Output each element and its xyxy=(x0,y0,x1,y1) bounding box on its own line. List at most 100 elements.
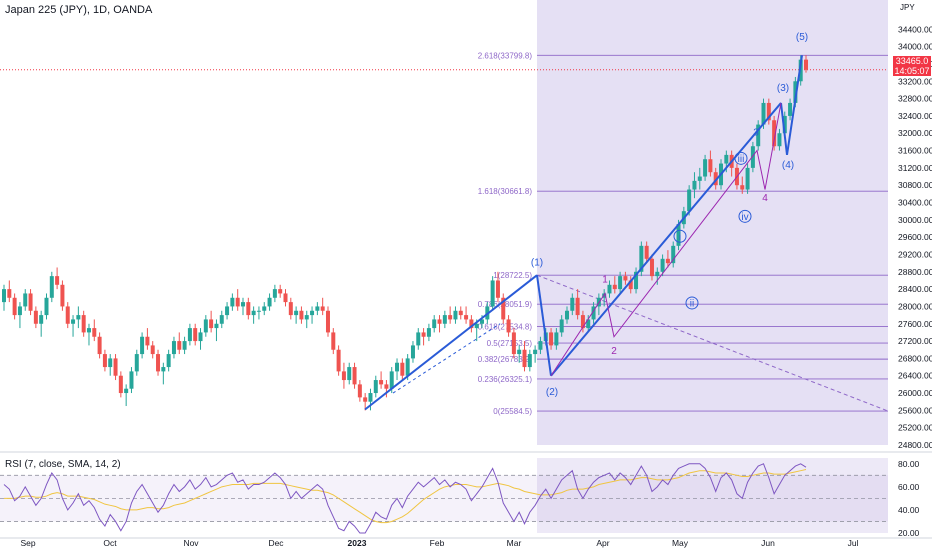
time-axis-label: May xyxy=(672,538,689,548)
candle-body xyxy=(129,371,134,389)
candle-body xyxy=(495,280,500,298)
candle-body xyxy=(203,319,208,333)
candle-body xyxy=(341,371,346,381)
price-axis-tick: 30000.00 xyxy=(898,215,932,225)
candle-body xyxy=(320,306,325,311)
candle-body xyxy=(665,258,670,264)
candle-body xyxy=(283,293,288,303)
candle-body xyxy=(793,81,798,103)
candle-body xyxy=(612,284,617,290)
price-axis-tick: 34000.00 xyxy=(898,42,932,52)
last-price-tag: 33465.0 14:05:07 xyxy=(893,56,931,76)
candle-body xyxy=(464,315,469,320)
fib-zone xyxy=(537,0,888,445)
candle-body xyxy=(166,354,171,368)
rsi-axis-tick: 60.00 xyxy=(898,482,920,492)
wave-label-circle xyxy=(738,209,752,223)
candle-body xyxy=(405,358,410,376)
candle-body xyxy=(278,289,283,294)
candle-body xyxy=(193,328,198,342)
candle-body xyxy=(76,315,81,320)
currency-label: JPY xyxy=(900,3,915,12)
candle-body xyxy=(12,297,17,316)
candle-body xyxy=(517,349,522,355)
wave-label: 3 xyxy=(753,127,759,138)
candle-body xyxy=(623,276,628,281)
candle-body xyxy=(761,102,766,125)
candle-body xyxy=(71,319,76,324)
candle-body xyxy=(703,159,708,177)
price-axis-tick: 25600.00 xyxy=(898,405,932,415)
candle-body xyxy=(7,289,12,298)
candle-body xyxy=(586,319,591,329)
candle-body xyxy=(256,310,261,312)
candle-body xyxy=(241,302,246,307)
candle-body xyxy=(713,172,718,186)
fib-level-label: 0.618(27534.8) xyxy=(478,323,533,332)
candle-body xyxy=(60,284,65,307)
price-axis-tick: 26400.00 xyxy=(898,371,932,381)
rsi-axis-tick: 40.00 xyxy=(898,505,920,515)
fib-level-label: 1.618(30661.8) xyxy=(478,187,533,196)
fib-level-label: 0(25584.5) xyxy=(493,407,532,416)
candle-body xyxy=(49,276,54,298)
wave-label: (2) xyxy=(546,387,558,398)
candle-body xyxy=(246,302,251,316)
price-axis-tick: 27600.00 xyxy=(898,319,932,329)
candle-body xyxy=(363,397,368,402)
candle-body xyxy=(97,336,102,355)
wave-label-circle xyxy=(673,229,687,243)
time-axis-label: Sep xyxy=(20,538,35,548)
candle-body xyxy=(804,59,808,70)
price-axis-tick: 27200.00 xyxy=(898,336,932,346)
candle-body xyxy=(33,310,38,324)
wave-line-1 xyxy=(364,274,538,411)
candle-body xyxy=(575,297,580,316)
candle-body xyxy=(697,176,702,181)
candle-body xyxy=(102,354,107,368)
candle-body xyxy=(421,332,426,337)
candle-body xyxy=(288,302,293,316)
candle-body xyxy=(156,354,161,372)
candle-body xyxy=(150,345,155,355)
wave-label: (3) xyxy=(777,83,789,94)
price-axis-tick: 29600.00 xyxy=(898,232,932,242)
wave-label: i xyxy=(679,232,681,243)
candle-body xyxy=(198,332,203,342)
wave-line-2 xyxy=(536,275,552,376)
candle-body xyxy=(145,336,150,346)
time-axis-label: Mar xyxy=(507,538,522,548)
candle-body xyxy=(549,332,554,346)
candle-body xyxy=(230,297,235,307)
wave-label: (4) xyxy=(782,160,794,171)
candle-body xyxy=(745,167,750,190)
bar-countdown: 14:05:07 xyxy=(894,66,930,76)
last-price: 33465.0 xyxy=(895,56,929,66)
candle-body xyxy=(756,124,761,147)
candle-body xyxy=(267,297,272,307)
wave-label-circle xyxy=(685,296,699,310)
time-axis-label: Nov xyxy=(183,538,199,548)
time-axis-label: 2023 xyxy=(348,538,367,548)
candle-body xyxy=(522,349,527,368)
candle-body xyxy=(134,354,139,372)
wave-label: iv xyxy=(741,212,748,223)
rsi-line xyxy=(3,463,807,534)
candle-body xyxy=(453,310,458,320)
candle-body xyxy=(39,315,44,324)
candle-body xyxy=(86,328,91,333)
candle-body xyxy=(607,284,612,294)
candle-body xyxy=(533,349,538,355)
time-axis-label: Dec xyxy=(268,538,284,548)
rsi-ma-line xyxy=(4,469,807,524)
time-axis-label: Jul xyxy=(848,538,859,548)
wave-label-circle xyxy=(734,151,748,165)
candle-body xyxy=(209,319,214,329)
candle-body xyxy=(448,315,453,320)
candle-body xyxy=(357,384,362,398)
price-axis-tick: 24800.00 xyxy=(898,440,932,450)
subwave-line xyxy=(550,102,782,376)
candle-body xyxy=(426,328,431,337)
time-axis-label: Jun xyxy=(761,538,775,548)
